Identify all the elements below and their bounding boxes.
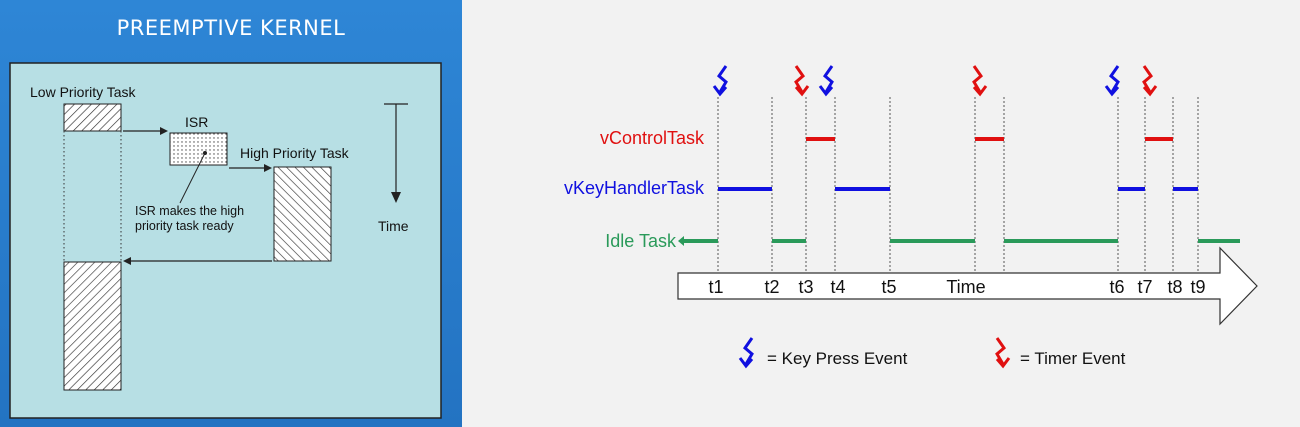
legend-timer-icon: [995, 337, 1011, 369]
isr-note-line1: ISR makes the high: [135, 204, 244, 218]
key-press-event-icon: [1104, 65, 1120, 97]
tick-label-t2: t2: [764, 277, 779, 297]
timer-event-icon: [794, 65, 810, 97]
arrow-back-to-low-head: [123, 257, 131, 265]
time-label-left: Time: [378, 218, 409, 234]
tick-label-t5: t5: [881, 277, 896, 297]
isr-block: [169, 132, 228, 166]
low-priority-label: Low Priority Task: [30, 84, 137, 100]
timer-event-icon: [1142, 65, 1158, 97]
left-panel: PREEMPTIVE KERNEL Low Priority Task ISR …: [0, 0, 462, 427]
task-label-vcontroltask: vControlTask: [600, 128, 705, 148]
event-markers: [712, 65, 1158, 97]
tick-label-t8: t8: [1167, 277, 1182, 297]
high-priority-block: [273, 166, 332, 262]
task-label-idle-task: Idle Task: [605, 231, 677, 251]
panel-title: PREEMPTIVE KERNEL: [117, 16, 346, 40]
low-priority-block-bottom: [63, 261, 122, 391]
key-press-event-icon: [818, 65, 834, 97]
idle-task-pointer: [678, 236, 684, 246]
tick-label-t7: t7: [1137, 277, 1152, 297]
timer-event-icon: [972, 65, 988, 97]
legend: = Key Press Event = Timer Event: [738, 337, 1126, 369]
tick-label-t9: t9: [1190, 277, 1205, 297]
arrow-to-isr-head: [160, 127, 168, 135]
tick-label-t3: t3: [798, 277, 813, 297]
key-press-event-icon: [738, 337, 754, 369]
legend-timer-label: = Timer Event: [1020, 349, 1126, 368]
task-label-vkeyhandlertask: vKeyHandlerTask: [564, 178, 705, 198]
isr-note-line2: priority task ready: [135, 219, 234, 233]
time-arrow-head: [391, 192, 401, 203]
axis-time-label: Time: [946, 277, 985, 297]
key-press-event-icon: [712, 65, 728, 97]
legend-key-press-icon: [738, 337, 754, 369]
time-axis-arrow: [677, 246, 1258, 326]
tick-label-t4: t4: [830, 277, 845, 297]
legend-key-press-label: = Key Press Event: [767, 349, 908, 368]
isr-label: ISR: [185, 114, 208, 130]
tick-label-t6: t6: [1109, 277, 1124, 297]
isr-note-pointer-dot: [203, 151, 207, 155]
arrow-to-high-priority-head: [264, 164, 272, 172]
low-priority-block-top: [63, 103, 122, 132]
timer-event-icon: [995, 337, 1011, 369]
time-guide-lines: [717, 97, 1199, 272]
isr-note-pointer: [179, 152, 206, 204]
right-panel: vControlTask vKeyHandlerTask Idle Task: [564, 65, 1258, 369]
tick-label-t1: t1: [708, 277, 723, 297]
high-priority-label: High Priority Task: [240, 145, 350, 161]
